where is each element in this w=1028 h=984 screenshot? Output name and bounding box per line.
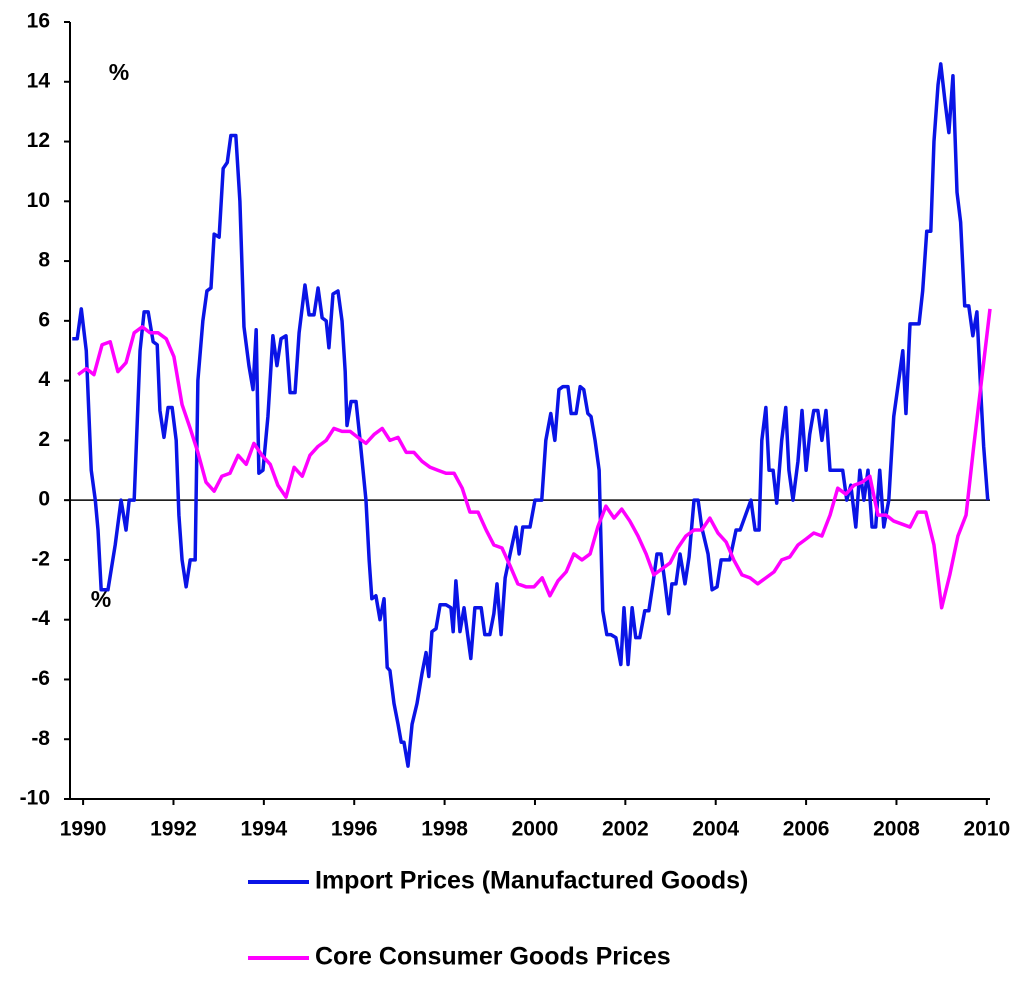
x-tick-label: 2002 [602,818,649,841]
x-tick-label: 2010 [963,818,1010,841]
series-line [77,308,992,610]
legend-label: Import Prices (Manufactured Goods) [315,867,748,895]
y-tick-label: 4 [38,368,50,391]
y-tick-label: 14 [27,69,51,92]
x-tick-label: 1990 [60,818,107,841]
x-tick-label: 1998 [421,818,468,841]
y-tick-label: 10 [27,189,50,212]
y-tick-label: 6 [38,308,50,331]
y-tick-label: -2 [31,547,50,570]
y-tick-label: -4 [31,607,50,630]
x-tick-label: 2006 [783,818,830,841]
y-tick-label: -10 [20,787,50,810]
x-tick-label: 2000 [512,818,559,841]
series-line [72,62,990,768]
y-tick-label: 0 [38,488,50,511]
y-tick-label: -6 [31,667,50,690]
unit-annotation: % [91,586,111,612]
x-tick-label: 1992 [150,818,197,841]
unit-annotation: % [109,59,129,85]
x-tick-label: 1994 [240,818,287,841]
y-tick-label: 2 [38,428,50,451]
y-tick-label: 8 [38,249,50,272]
x-tick-label: 1996 [331,818,378,841]
x-tick-label: 2008 [873,818,920,841]
y-tick-label: -8 [31,727,50,750]
x-tick-label: 2004 [692,818,739,841]
y-tick-label: 12 [27,129,50,152]
legend-label: Core Consumer Goods Prices [315,943,671,971]
y-tick-label: 16 [27,10,50,33]
